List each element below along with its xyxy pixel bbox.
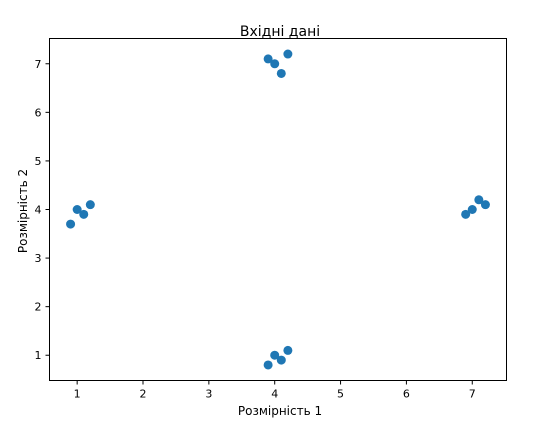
x-tick-label: 4	[271, 388, 278, 401]
y-tick-label: 5	[35, 155, 42, 168]
y-tick-label: 4	[35, 204, 42, 217]
data-point	[467, 205, 477, 214]
data-point	[276, 355, 286, 365]
data-point	[461, 209, 471, 219]
y-tick-label: 3	[35, 252, 42, 265]
x-tick-label: 5	[337, 388, 344, 401]
y-tick-label: 7	[35, 58, 42, 71]
plot-area	[49, 38, 507, 381]
data-point	[263, 54, 273, 64]
y-tick-label: 2	[35, 301, 42, 314]
data-point	[79, 209, 89, 219]
data-point	[283, 345, 293, 355]
data-point	[480, 200, 490, 210]
data-points	[66, 49, 490, 370]
chart-title: Вхідні дані	[240, 24, 320, 40]
y-tick-label: 6	[35, 106, 42, 119]
x-tick-label: 2	[140, 388, 147, 401]
x-axis: 1 2 3 4 5 6 7	[74, 380, 476, 401]
data-point	[276, 68, 286, 78]
data-point	[474, 195, 484, 205]
data-point	[85, 200, 95, 210]
y-axis-label: Розмірність 2	[16, 169, 30, 253]
y-tick-label: 1	[35, 349, 42, 362]
data-point	[270, 350, 280, 360]
x-tick-label: 3	[205, 388, 212, 401]
data-point	[66, 219, 76, 229]
data-point	[72, 205, 82, 214]
data-point	[270, 59, 280, 69]
x-tick-label: 1	[74, 388, 81, 401]
data-point	[283, 49, 293, 59]
x-tick-label: 6	[403, 388, 410, 401]
data-point	[263, 360, 273, 370]
y-axis: 1 2 3 4 5 6 7	[35, 58, 50, 362]
x-tick-label: 7	[469, 388, 476, 401]
x-axis-label: Розмірність 1	[238, 404, 322, 418]
